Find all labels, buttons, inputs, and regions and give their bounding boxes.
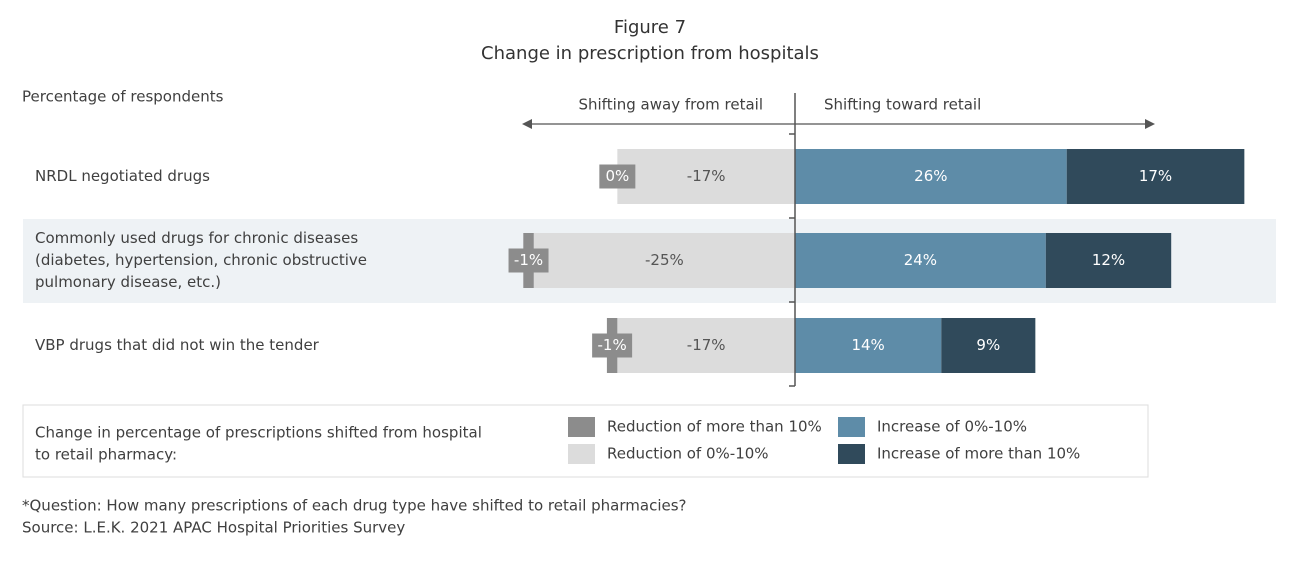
legend-swatch [568,417,595,437]
data-label: -25% [645,251,684,269]
data-label: 12% [1092,251,1125,269]
category-label: NRDL negotiated drugs [35,167,210,185]
data-label: 0% [605,167,629,185]
data-label: -17% [687,167,726,185]
chart-subtitle: Change in prescription from hospitals [481,43,819,64]
data-label-box [592,333,633,358]
data-label: 14% [851,336,884,354]
bar-increase-over-10 [1045,233,1172,288]
bar-increase-0-10 [795,233,1046,288]
chart-title: Figure 7 [614,17,686,38]
data-label-box [508,248,549,273]
legend-title: Change in percentage of prescriptions sh… [35,424,482,442]
legend-swatch [838,417,865,437]
bar-reduction-0-10 [533,233,795,288]
legend-label: Reduction of 0%-10% [607,445,769,463]
arrow-right-head [1145,119,1155,129]
data-label: 17% [1139,167,1172,185]
arrow-left-head [522,119,532,129]
legend-label: Increase of 0%-10% [877,418,1027,436]
legend-title: to retail pharmacy: [35,446,177,464]
y-axis-label: Percentage of respondents [22,88,224,106]
legend-label: Reduction of more than 10% [607,418,822,436]
bar-increase-0-10 [795,318,942,373]
category-label: VBP drugs that did not win the tender [35,336,320,354]
legend-swatch [568,444,595,464]
bar-increase-0-10 [795,149,1067,204]
category-label: (diabetes, hypertension, chronic obstruc… [35,251,367,269]
direction-label-right: Shifting toward retail [824,96,981,114]
data-label: -17% [687,336,726,354]
data-label: 24% [904,251,937,269]
bar-increase-over-10 [1066,149,1245,204]
bar-reduction-0-10 [617,318,795,373]
legend-swatch [838,444,865,464]
legend-label: Increase of more than 10% [877,445,1080,463]
data-label-box [599,164,636,189]
category-label: pulmonary disease, etc.) [35,273,221,291]
direction-label-left: Shifting away from retail [578,96,763,114]
bar-reduction-0-10 [617,149,795,204]
bar-increase-over-10 [941,318,1036,373]
footnote: *Question: How many prescriptions of eac… [22,497,687,515]
category-label: Commonly used drugs for chronic diseases [35,229,358,247]
footnote: Source: L.E.K. 2021 APAC Hospital Priori… [22,519,405,537]
data-label: -1% [514,251,543,269]
data-label: 26% [914,167,947,185]
data-label: 9% [976,336,1000,354]
data-label: -1% [598,336,627,354]
